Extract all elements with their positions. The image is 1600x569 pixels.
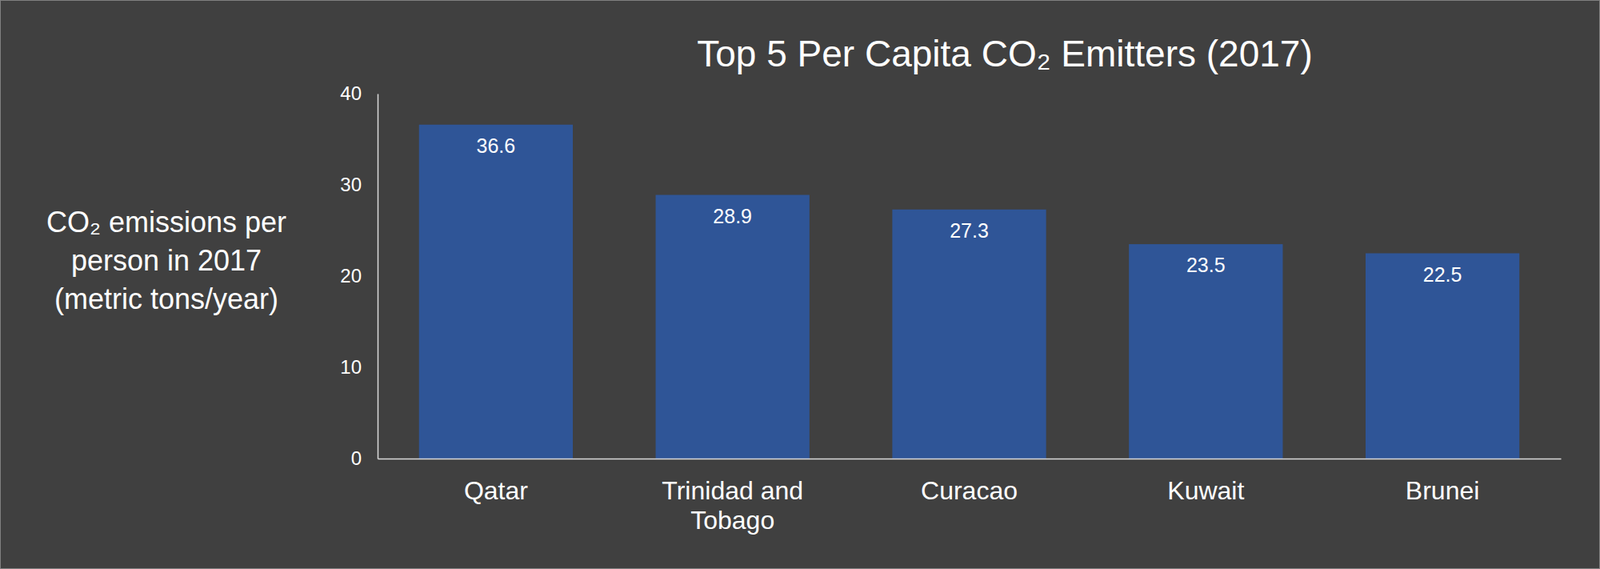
x-tick: Brunei [1405,458,1480,505]
y-axis-title-line: person in 2017 [71,244,262,277]
y-tick-label: 0 [351,447,362,469]
bar [892,209,1046,459]
x-tick-label-line: Brunei [1405,476,1480,505]
title: Top 5 Per Capita CO₂ Emitters (2017) [696,32,1313,75]
y-axis-title: CO₂ emissions per person in 2017 (metric t… [46,205,287,316]
x-tick: Trinidad andTobago [661,458,804,535]
x-tick: Qatar [464,458,528,505]
x-tick-label-line: Tobago [690,505,775,535]
y-tick: 20 [340,264,378,287]
chart: Top 5 Per Capita CO₂ Emitters (2017) CO₂ … [0,0,1600,569]
x-tick-label-line: Qatar [464,476,528,505]
x-axis: Qatar Trinidad andTobago Curacao Kuwait Brun… [378,458,1562,535]
y-tick: 40 [340,82,378,104]
y-axis-title-line: CO₂ emissions per [46,205,287,239]
data-label: 23.5 [1186,253,1226,276]
y-tick: 10 [340,356,378,378]
bar [1128,244,1283,459]
x-tick-label: Curacao [920,476,1018,505]
y-tick-label: 10 [340,356,362,378]
y-tick-label: 30 [340,173,362,196]
data-label: 27.3 [949,219,989,242]
y-axis-line [377,94,380,460]
data-labels: 36.6 28.9 27.3 23.5 22.5 [476,134,1463,286]
x-tick: Kuwait [1167,458,1244,505]
bars [419,124,1520,459]
data-label: 28.9 [712,204,752,228]
bar [1365,253,1520,460]
background [0,0,1600,569]
x-tick-label-line: Kuwait [1167,476,1244,505]
bar [419,124,573,459]
y-axis-title-line: (metric tons/year) [54,282,279,316]
data-label: 36.6 [476,134,516,157]
x-tick: Curacao [920,458,1018,505]
x-axis-line [378,458,1562,460]
x-tick-label: Trinidad andTobago [661,476,804,535]
bar [656,195,810,459]
data-label: 22.5 [1423,263,1463,286]
x-tick-label: Kuwait [1167,476,1244,505]
y-axis: 0 10 20 30 40 [340,82,378,469]
x-tick-label-line: Curacao [920,476,1018,505]
y-tick-label: 40 [340,82,362,104]
x-tick-label: Brunei [1405,476,1480,505]
y-tick-label: 20 [340,264,362,287]
x-tick-label-line: Trinidad and [661,476,804,505]
x-tick-label: Qatar [464,476,528,505]
y-tick: 30 [340,173,378,196]
y-tick: 0 [351,447,378,469]
